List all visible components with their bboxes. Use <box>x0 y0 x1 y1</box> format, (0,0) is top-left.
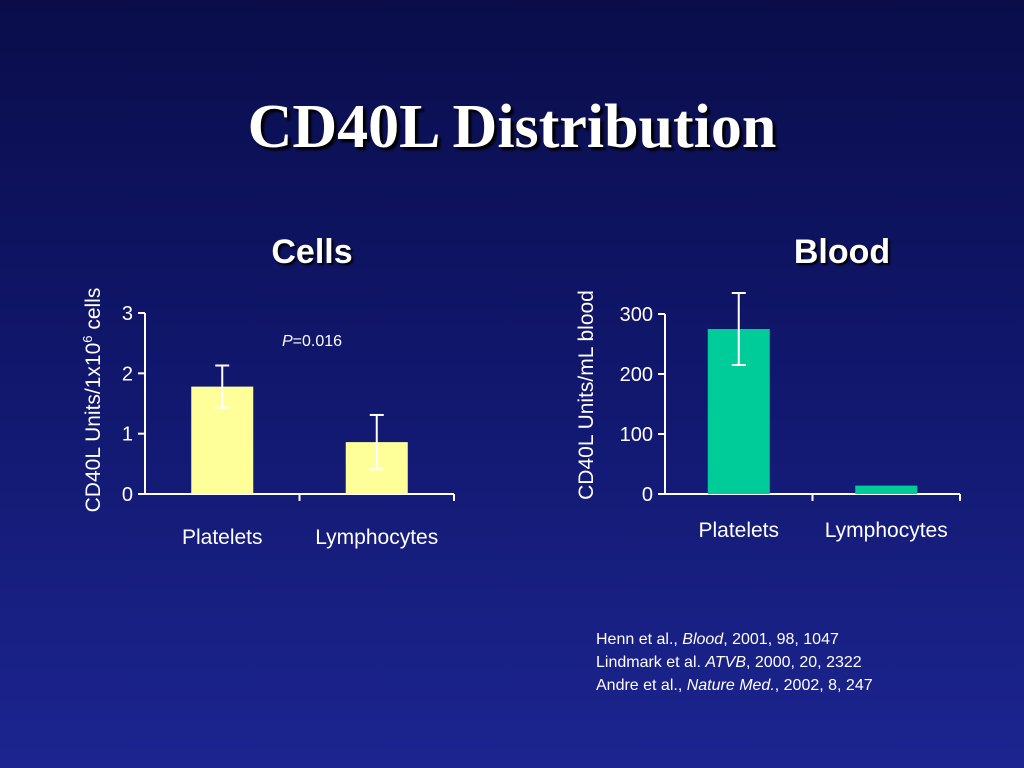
blood-bar <box>855 485 918 494</box>
reference-line: Henn et al., Blood, 2001, 98, 1047 <box>596 631 839 648</box>
blood-y-axis-label: CD40L Units/mL blood <box>575 290 598 500</box>
blood-category-label: Platelets <box>698 519 779 542</box>
blood-y-tick-label: 100 <box>620 424 653 446</box>
reference-line: Andre et al., Nature Med., 2002, 8, 247 <box>596 677 873 694</box>
blood-category-label: Lymphocytes <box>825 519 948 542</box>
slide-title: CD40L Distribution <box>247 93 777 161</box>
cells-y-tick-label: 1 <box>122 424 133 446</box>
cells-y-axis-label: CD40L Units/1x106 cells <box>80 288 105 513</box>
cells-y-tick-label: 3 <box>122 303 133 325</box>
references: Henn et al., Blood, 2001, 98, 1047 Lindm… <box>596 628 873 697</box>
blood-y-tick-label: 0 <box>642 484 653 506</box>
cells-chart-title: Cells <box>271 233 353 271</box>
blood-y-tick-label: 300 <box>620 304 653 326</box>
cells-category-label: Lymphocytes <box>315 526 438 549</box>
blood-chart-title: Blood <box>793 233 891 271</box>
cells-category-label: Platelets <box>182 526 263 549</box>
blood-y-tick-label: 200 <box>620 364 653 386</box>
cells-y-tick-label: 0 <box>122 484 133 506</box>
cells-y-tick-label: 2 <box>122 363 133 385</box>
p-value-annotation: P=0.016 <box>282 333 342 350</box>
reference-line: Lindmark et al. ATVB, 2000, 20, 2322 <box>596 654 862 671</box>
